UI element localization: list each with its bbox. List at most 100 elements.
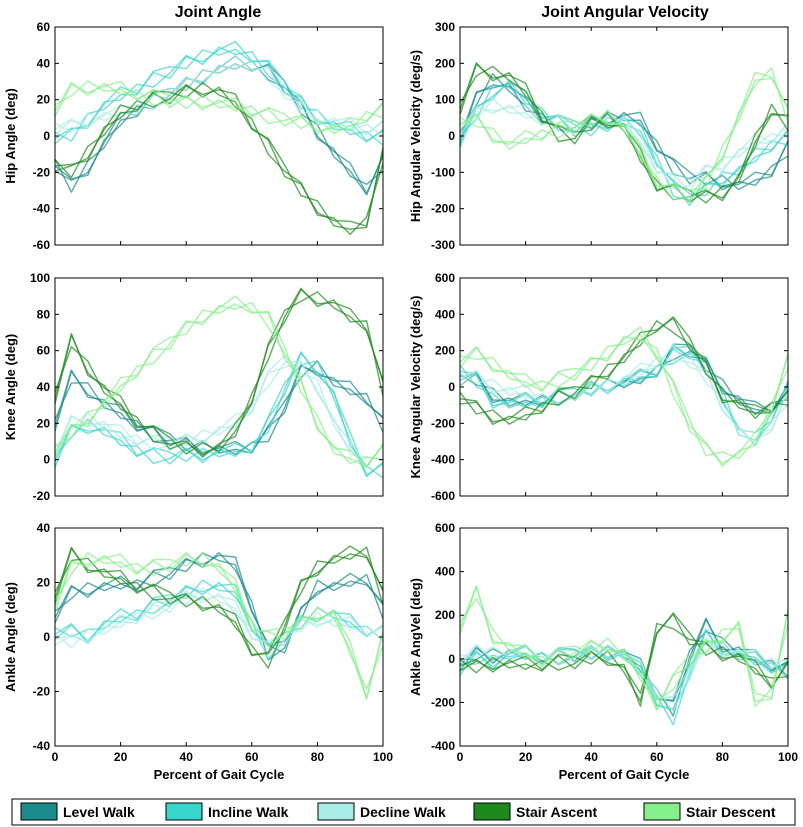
knee-angle-ytick-label: 100 <box>30 271 50 285</box>
legend-swatch-level-walk <box>20 802 58 821</box>
hip-angle-ylabel: Hip Angle (deg) <box>3 88 18 184</box>
ankle-angle-ytick-label: -20 <box>33 685 51 699</box>
knee-angle-ytick-label: 40 <box>37 380 51 394</box>
ankle-angle-series-stair-ascent-trial-3 <box>55 546 383 669</box>
column-title-joint-angular-velocity: Joint Angular Velocity <box>541 4 709 21</box>
knee-angle-ylabel: Knee Angle (deg) <box>3 334 18 440</box>
hip-velocity-ytick-label: 300 <box>435 20 455 34</box>
knee-velocity-ytick-label: 0 <box>448 380 455 394</box>
ankle-velocity-xtick-label: 80 <box>716 750 730 764</box>
ankle-velocity-xtick-label: 60 <box>650 750 664 764</box>
ankle-velocity-ytick-label: 200 <box>435 608 455 622</box>
column-title-joint-angle: Joint Angle <box>175 4 262 21</box>
ankle-velocity-axes-frame <box>459 527 789 747</box>
knee-velocity-ytick-label: -400 <box>431 453 455 467</box>
hip-velocity-series-decline-walk-trial-3 <box>460 104 788 190</box>
knee-velocity-ytick-label: -600 <box>431 489 455 503</box>
legend: Level Walk Incline Walk Decline Walk Sta… <box>11 798 796 826</box>
ankle-velocity-xlabel: Percent of Gait Cycle <box>559 767 690 782</box>
knee-angle-ytick-label: 60 <box>37 344 51 358</box>
hip-velocity-ytick-label: -100 <box>431 165 455 179</box>
ankle-angle-xtick-label: 0 <box>52 750 59 764</box>
ankle-angle-series-stair-descent-trial-3 <box>55 552 383 690</box>
knee-velocity-ytick-label: 600 <box>435 271 455 285</box>
legend-swatch-decline-walk <box>317 802 355 821</box>
ankle-angle-xtick-label: 80 <box>311 750 325 764</box>
ankle-angle-xtick-label: 20 <box>114 750 128 764</box>
ankle-angle-ytick-label: 20 <box>37 576 51 590</box>
ankle-velocity-series-stair-descent-trial-3 <box>460 584 788 707</box>
legend-label-decline-walk: Decline Walk <box>360 804 446 820</box>
hip-angle-ytick-label: 20 <box>37 93 51 107</box>
knee-angle-series-decline-walk-trial-3 <box>55 360 383 461</box>
hip-angle-ytick-label: -20 <box>33 165 51 179</box>
knee-velocity-series-lines <box>460 316 788 467</box>
ankle-velocity-ytick-label: 0 <box>448 652 455 666</box>
legend-item-stair-ascent: Stair Ascent <box>473 802 598 821</box>
hip-angle-panel: -60 -40 -20 0 20 40 60 Hip Angle (deg) <box>3 20 384 252</box>
legend-label-stair-ascent: Stair Ascent <box>516 804 598 820</box>
ankle-velocity-xtick-label: 20 <box>519 750 533 764</box>
legend-item-incline-walk: Incline Walk <box>165 802 289 821</box>
knee-velocity-panel: -600 -400 -200 0 200 400 600 Knee Angular Veloc… <box>408 271 789 503</box>
legend-label-incline-walk: Incline Walk <box>208 804 289 820</box>
ankle-angle-xtick-label: 40 <box>180 750 194 764</box>
ankle-velocity-xtick-label: 100 <box>778 750 798 764</box>
ankle-velocity-ytick-label: -400 <box>431 739 455 753</box>
knee-velocity-series-stair-descent-trial-3 <box>460 335 788 467</box>
hip-velocity-ytick-label: 100 <box>435 93 455 107</box>
ankle-velocity-ylabel: Ankle AngVel (deg) <box>408 578 423 696</box>
hip-angle-series-stair-descent-trial-3 <box>55 81 383 135</box>
ankle-angle-xtick-label: 60 <box>245 750 259 764</box>
knee-velocity-series-decline-walk-trial-3 <box>460 356 788 447</box>
legend-swatch-incline-walk <box>165 802 203 821</box>
knee-velocity-ytick-label: 400 <box>435 307 455 321</box>
ankle-velocity-series-lines <box>460 584 788 726</box>
ankle-angle-series-decline-walk-trial-3 <box>55 590 383 658</box>
hip-angle-ytick-label: 0 <box>43 129 50 143</box>
knee-velocity-ytick-label: -200 <box>431 416 455 430</box>
legend-swatch-stair-descent <box>643 802 681 821</box>
hip-angle-ytick-label: -60 <box>33 238 51 252</box>
ankle-angle-xlabel: Percent of Gait Cycle <box>154 767 285 782</box>
legend-item-stair-descent: Stair Descent <box>643 802 776 821</box>
ankle-angle-ytick-label: 40 <box>37 521 51 535</box>
knee-velocity-ylabel: Knee Angular Velocity (deg/s) <box>408 295 423 478</box>
hip-angle-plot-area <box>55 27 383 245</box>
hip-velocity-series-lines <box>460 62 788 207</box>
legend-item-decline-walk: Decline Walk <box>317 802 446 821</box>
knee-angle-plot-area <box>55 278 383 496</box>
knee-velocity-ytick-label: 200 <box>435 344 455 358</box>
knee-angle-series-incline-walk-trial-3 <box>55 351 383 479</box>
ankle-velocity-series-stair-ascent-trial-3 <box>460 622 788 707</box>
ankle-velocity-ytick-label: -200 <box>431 695 455 709</box>
ankle-velocity-plot-area <box>460 528 788 746</box>
knee-angle-series-lines <box>55 287 383 479</box>
ankle-angle-xtick-label: 100 <box>373 750 393 764</box>
ankle-angle-series-lines <box>55 545 383 700</box>
ankle-velocity-ytick-label: 600 <box>435 521 455 535</box>
legend-item-level-walk: Level Walk <box>20 802 135 821</box>
hip-angle-series-stair-ascent-trial-3 <box>55 83 383 236</box>
hip-velocity-ytick-label: 200 <box>435 56 455 70</box>
hip-angle-series-lines <box>55 40 383 236</box>
knee-angle-ytick-label: 20 <box>37 416 51 430</box>
hip-angle-series-incline-walk-trial-3 <box>55 46 383 146</box>
ankle-velocity-ytick-label: 400 <box>435 565 455 579</box>
hip-velocity-plot-area <box>460 27 788 245</box>
knee-angle-series-stair-descent-trial-3 <box>55 301 383 465</box>
hip-angle-ytick-label: 60 <box>37 20 51 34</box>
ankle-angle-panel: -40 -20 0 20 40 0 20 40 60 80 100 Ankle Angle (deg)… <box>3 521 393 782</box>
hip-angle-ytick-label: 40 <box>37 56 51 70</box>
ankle-angle-series-level-walk-trial-3 <box>55 552 383 661</box>
legend-label-level-walk: Level Walk <box>63 804 135 820</box>
knee-angle-ytick-label: -20 <box>33 489 51 503</box>
hip-velocity-ytick-label: 0 <box>448 129 455 143</box>
legend-label-stair-descent: Stair Descent <box>686 804 776 820</box>
hip-velocity-ytick-label: -200 <box>431 202 455 216</box>
hip-velocity-panel: -300 -200 -100 0 100 200 300 Hip Angular Veloci… <box>408 20 789 252</box>
ankle-angle-ylabel: Ankle Angle (deg) <box>3 582 18 692</box>
knee-angle-panel: -20 0 20 40 60 80 100 Knee Angle (deg) <box>3 271 384 503</box>
hip-angle-series-decline-walk-trial-3 <box>55 60 383 137</box>
